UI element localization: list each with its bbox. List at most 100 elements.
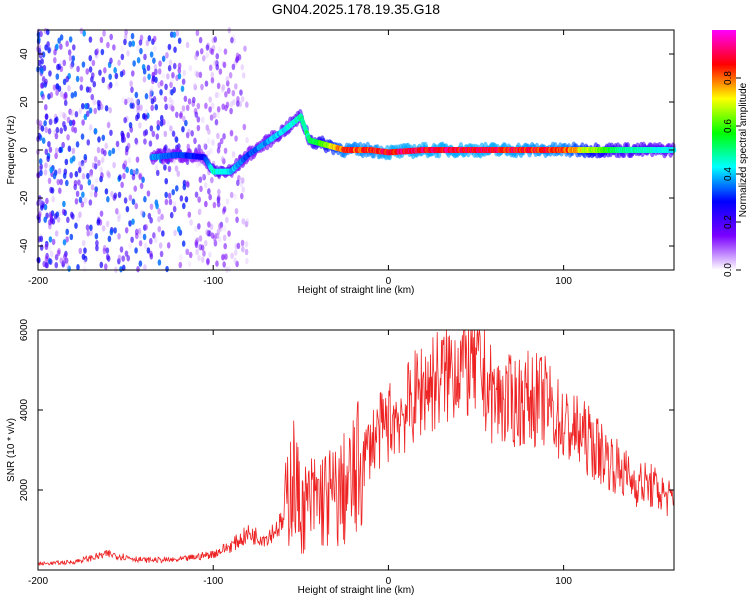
noise-cell	[114, 72, 119, 80]
noise-cell	[217, 188, 221, 196]
noise-cell	[71, 55, 76, 62]
noise-cell	[129, 168, 134, 176]
noise-cell	[92, 81, 97, 88]
noise-cell	[171, 130, 176, 137]
noise-cell	[101, 76, 106, 84]
noise-cell	[200, 83, 204, 91]
noise-cell	[81, 102, 85, 110]
noise-cell	[210, 71, 215, 78]
noise-cell	[47, 140, 51, 148]
noise-cell	[130, 32, 135, 40]
noise-cell	[88, 66, 93, 73]
noise-cell	[194, 225, 198, 233]
noise-cell	[75, 75, 80, 83]
noise-cell	[177, 67, 182, 74]
noise-cell	[138, 122, 142, 129]
noise-cell	[174, 165, 179, 172]
noise-cell	[208, 64, 213, 71]
noise-cell	[136, 103, 140, 111]
noise-cell	[233, 193, 237, 200]
noise-cell	[91, 162, 96, 169]
noise-cell	[219, 137, 224, 145]
noise-cell	[96, 99, 101, 107]
noise-cell	[209, 147, 213, 155]
noise-cell	[74, 222, 78, 229]
noise-cell	[71, 119, 76, 126]
noise-cell	[244, 241, 249, 248]
noise-cell	[206, 137, 211, 145]
x-tick-label: 100	[555, 276, 572, 287]
noise-cell	[126, 255, 131, 262]
noise-cell	[222, 61, 227, 69]
noise-cell	[153, 236, 158, 244]
noise-cell	[65, 40, 69, 47]
noise-cell	[134, 138, 139, 146]
noise-cell	[225, 75, 230, 83]
noise-cell	[168, 59, 173, 66]
noise-cell	[194, 53, 198, 61]
noise-cell	[164, 103, 168, 111]
noise-cell	[160, 213, 164, 221]
noise-cell	[76, 215, 80, 223]
noise-cell	[63, 253, 67, 260]
noise-cell	[115, 140, 120, 148]
noise-cell	[102, 247, 107, 255]
noise-cell	[61, 208, 66, 216]
noise-cell	[205, 44, 210, 51]
noise-cell	[73, 127, 78, 134]
noise-cell	[197, 254, 201, 262]
noise-cell	[47, 177, 52, 185]
noise-cell	[181, 202, 186, 210]
noise-cell	[57, 168, 62, 175]
noise-cell	[63, 125, 67, 132]
noise-cell	[70, 92, 75, 99]
noise-cell	[89, 169, 94, 176]
noise-cell	[204, 200, 208, 208]
noise-cell	[215, 260, 219, 267]
noise-cell	[167, 192, 172, 199]
noise-cell	[171, 188, 176, 196]
noise-cell	[196, 116, 201, 123]
colorbar-tick-label: 0.8	[723, 71, 734, 85]
noise-cell	[44, 126, 49, 134]
noise-cell	[100, 172, 104, 179]
noise-cell	[69, 62, 74, 70]
noise-cell	[222, 261, 226, 268]
noise-cell	[128, 220, 132, 227]
noise-cell	[132, 167, 137, 175]
noise-cell	[233, 257, 237, 264]
noise-cell	[213, 238, 218, 246]
noise-cell	[221, 103, 226, 110]
noise-cell	[150, 85, 154, 92]
noise-cell	[148, 140, 153, 147]
noise-cell	[121, 264, 126, 272]
noise-cell	[232, 98, 236, 106]
noise-cell	[107, 171, 111, 179]
noise-cell	[43, 203, 48, 211]
noise-cell	[210, 48, 215, 56]
noise-cell	[68, 108, 72, 115]
noise-cell	[206, 259, 210, 266]
noise-cell	[140, 209, 144, 217]
noise-cell	[196, 102, 201, 110]
noise-cell	[95, 244, 99, 252]
noise-cell	[55, 83, 60, 90]
noise-cell	[233, 249, 238, 256]
noise-cell	[165, 265, 169, 273]
noise-cell	[207, 188, 211, 195]
noise-cell	[123, 116, 127, 124]
noise-cell	[187, 98, 192, 105]
noise-cell	[151, 130, 156, 138]
noise-cell	[230, 36, 234, 44]
noise-cell	[119, 246, 124, 253]
noise-cell	[182, 183, 187, 191]
noise-cell	[58, 187, 62, 194]
noise-cell	[163, 164, 167, 171]
spectrogram-y-ticks: 40 20 0 -20 -40	[19, 48, 674, 253]
noise-cell	[215, 53, 220, 60]
noise-cell	[199, 48, 204, 55]
noise-cell	[93, 127, 98, 135]
noise-cell	[181, 240, 186, 247]
noise-cell	[216, 147, 221, 154]
noise-cell	[198, 176, 203, 183]
